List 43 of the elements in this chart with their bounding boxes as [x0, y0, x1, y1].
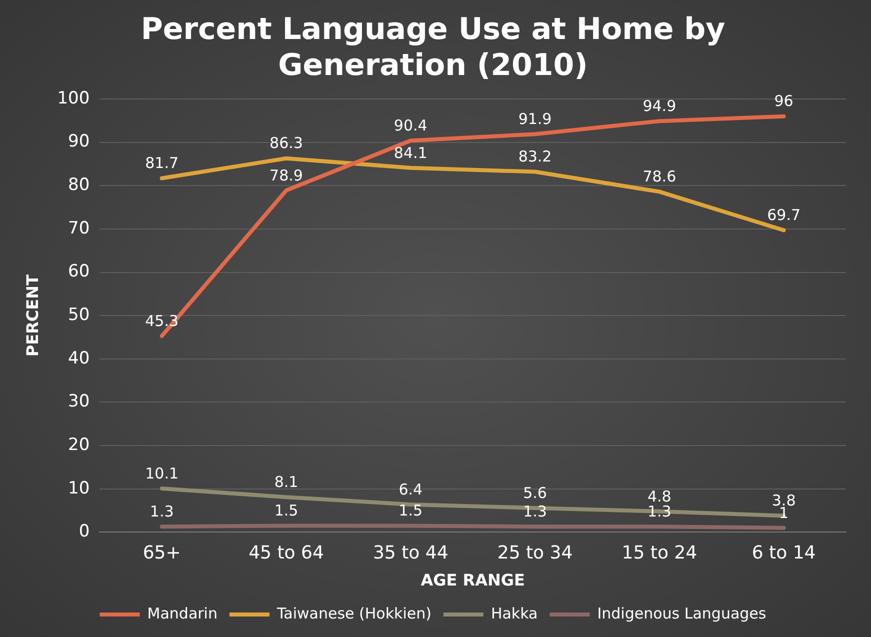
- legend-label: Mandarin: [147, 604, 218, 622]
- y-tick-label: 60: [68, 262, 90, 282]
- y-axis-title: PERCENT: [22, 274, 42, 357]
- data-label: 1.3: [150, 502, 174, 520]
- x-tick-label: 25 to 34: [497, 542, 573, 564]
- data-label: 6.4: [398, 480, 423, 498]
- data-label: 69.7: [767, 206, 801, 224]
- data-label: 8.1: [274, 473, 298, 491]
- data-label: 1.5: [274, 502, 298, 520]
- legend-label: Hakka: [490, 604, 538, 622]
- y-tick-label: 0: [78, 522, 90, 542]
- x-tick-label: 15 to 24: [622, 542, 698, 564]
- data-label: 94.9: [642, 96, 676, 115]
- y-tick-label: 80: [68, 175, 90, 196]
- data-label: 84.1: [394, 144, 428, 162]
- y-tick-label: 90: [68, 132, 90, 152]
- legend-label: Taiwanese (Hokkien): [276, 604, 432, 622]
- y-tick-label: 100: [57, 88, 90, 108]
- y-tick-label: 50: [68, 305, 90, 326]
- data-label: 91.9: [518, 110, 552, 128]
- data-label: 5.6: [523, 484, 547, 502]
- data-label: 90.4: [394, 116, 428, 134]
- x-tick-label: 45 to 64: [248, 542, 324, 564]
- chart-title: Percent Language Use at Home by Generation (2010): [140, 12, 726, 83]
- y-tick-label: 40: [68, 348, 90, 368]
- y-tick-label: 10: [68, 478, 90, 498]
- data-label: 1.5: [398, 502, 423, 520]
- x-tick-label: 35 to 44: [372, 542, 448, 564]
- data-label: 10.1: [145, 464, 179, 482]
- y-tick-label: 20: [68, 434, 90, 455]
- data-label: 1.3: [523, 502, 547, 520]
- legend-label: Indigenous Languages: [597, 604, 766, 622]
- data-label: 78.9: [270, 166, 303, 184]
- x-tick-label: 6 to 14: [752, 542, 816, 564]
- data-label: 86.3: [270, 134, 303, 152]
- y-tick-label: 30: [68, 392, 90, 412]
- data-label: 83.2: [518, 148, 552, 166]
- data-label: 78.6: [642, 168, 676, 186]
- x-axis-title: AGE RANGE: [420, 570, 525, 590]
- y-tick-label: 70: [68, 218, 90, 238]
- x-tick-label: 65+: [142, 542, 181, 564]
- data-label: 81.7: [145, 154, 179, 172]
- data-label: 96: [774, 92, 794, 110]
